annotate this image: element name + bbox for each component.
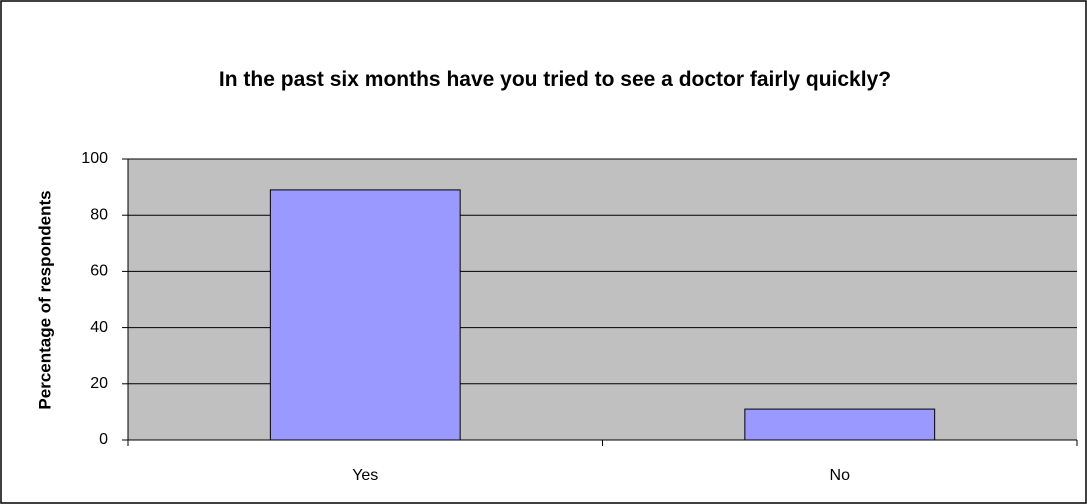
y-tick-label: 100: [81, 150, 108, 167]
y-tick-label: 40: [90, 319, 108, 336]
y-tick-label: 20: [90, 375, 108, 392]
y-tick-label: 0: [99, 431, 108, 448]
bar: [744, 408, 936, 441]
y-axis-label: Percentage of respondents: [35, 190, 54, 409]
y-tick-label: 80: [90, 206, 108, 223]
y-tick-label: 60: [90, 263, 108, 280]
x-tick-label: No: [830, 467, 851, 484]
bar: [269, 189, 461, 441]
chart-title: In the past six months have you tried to…: [218, 68, 892, 91]
x-tick-label: Yes: [352, 467, 378, 484]
